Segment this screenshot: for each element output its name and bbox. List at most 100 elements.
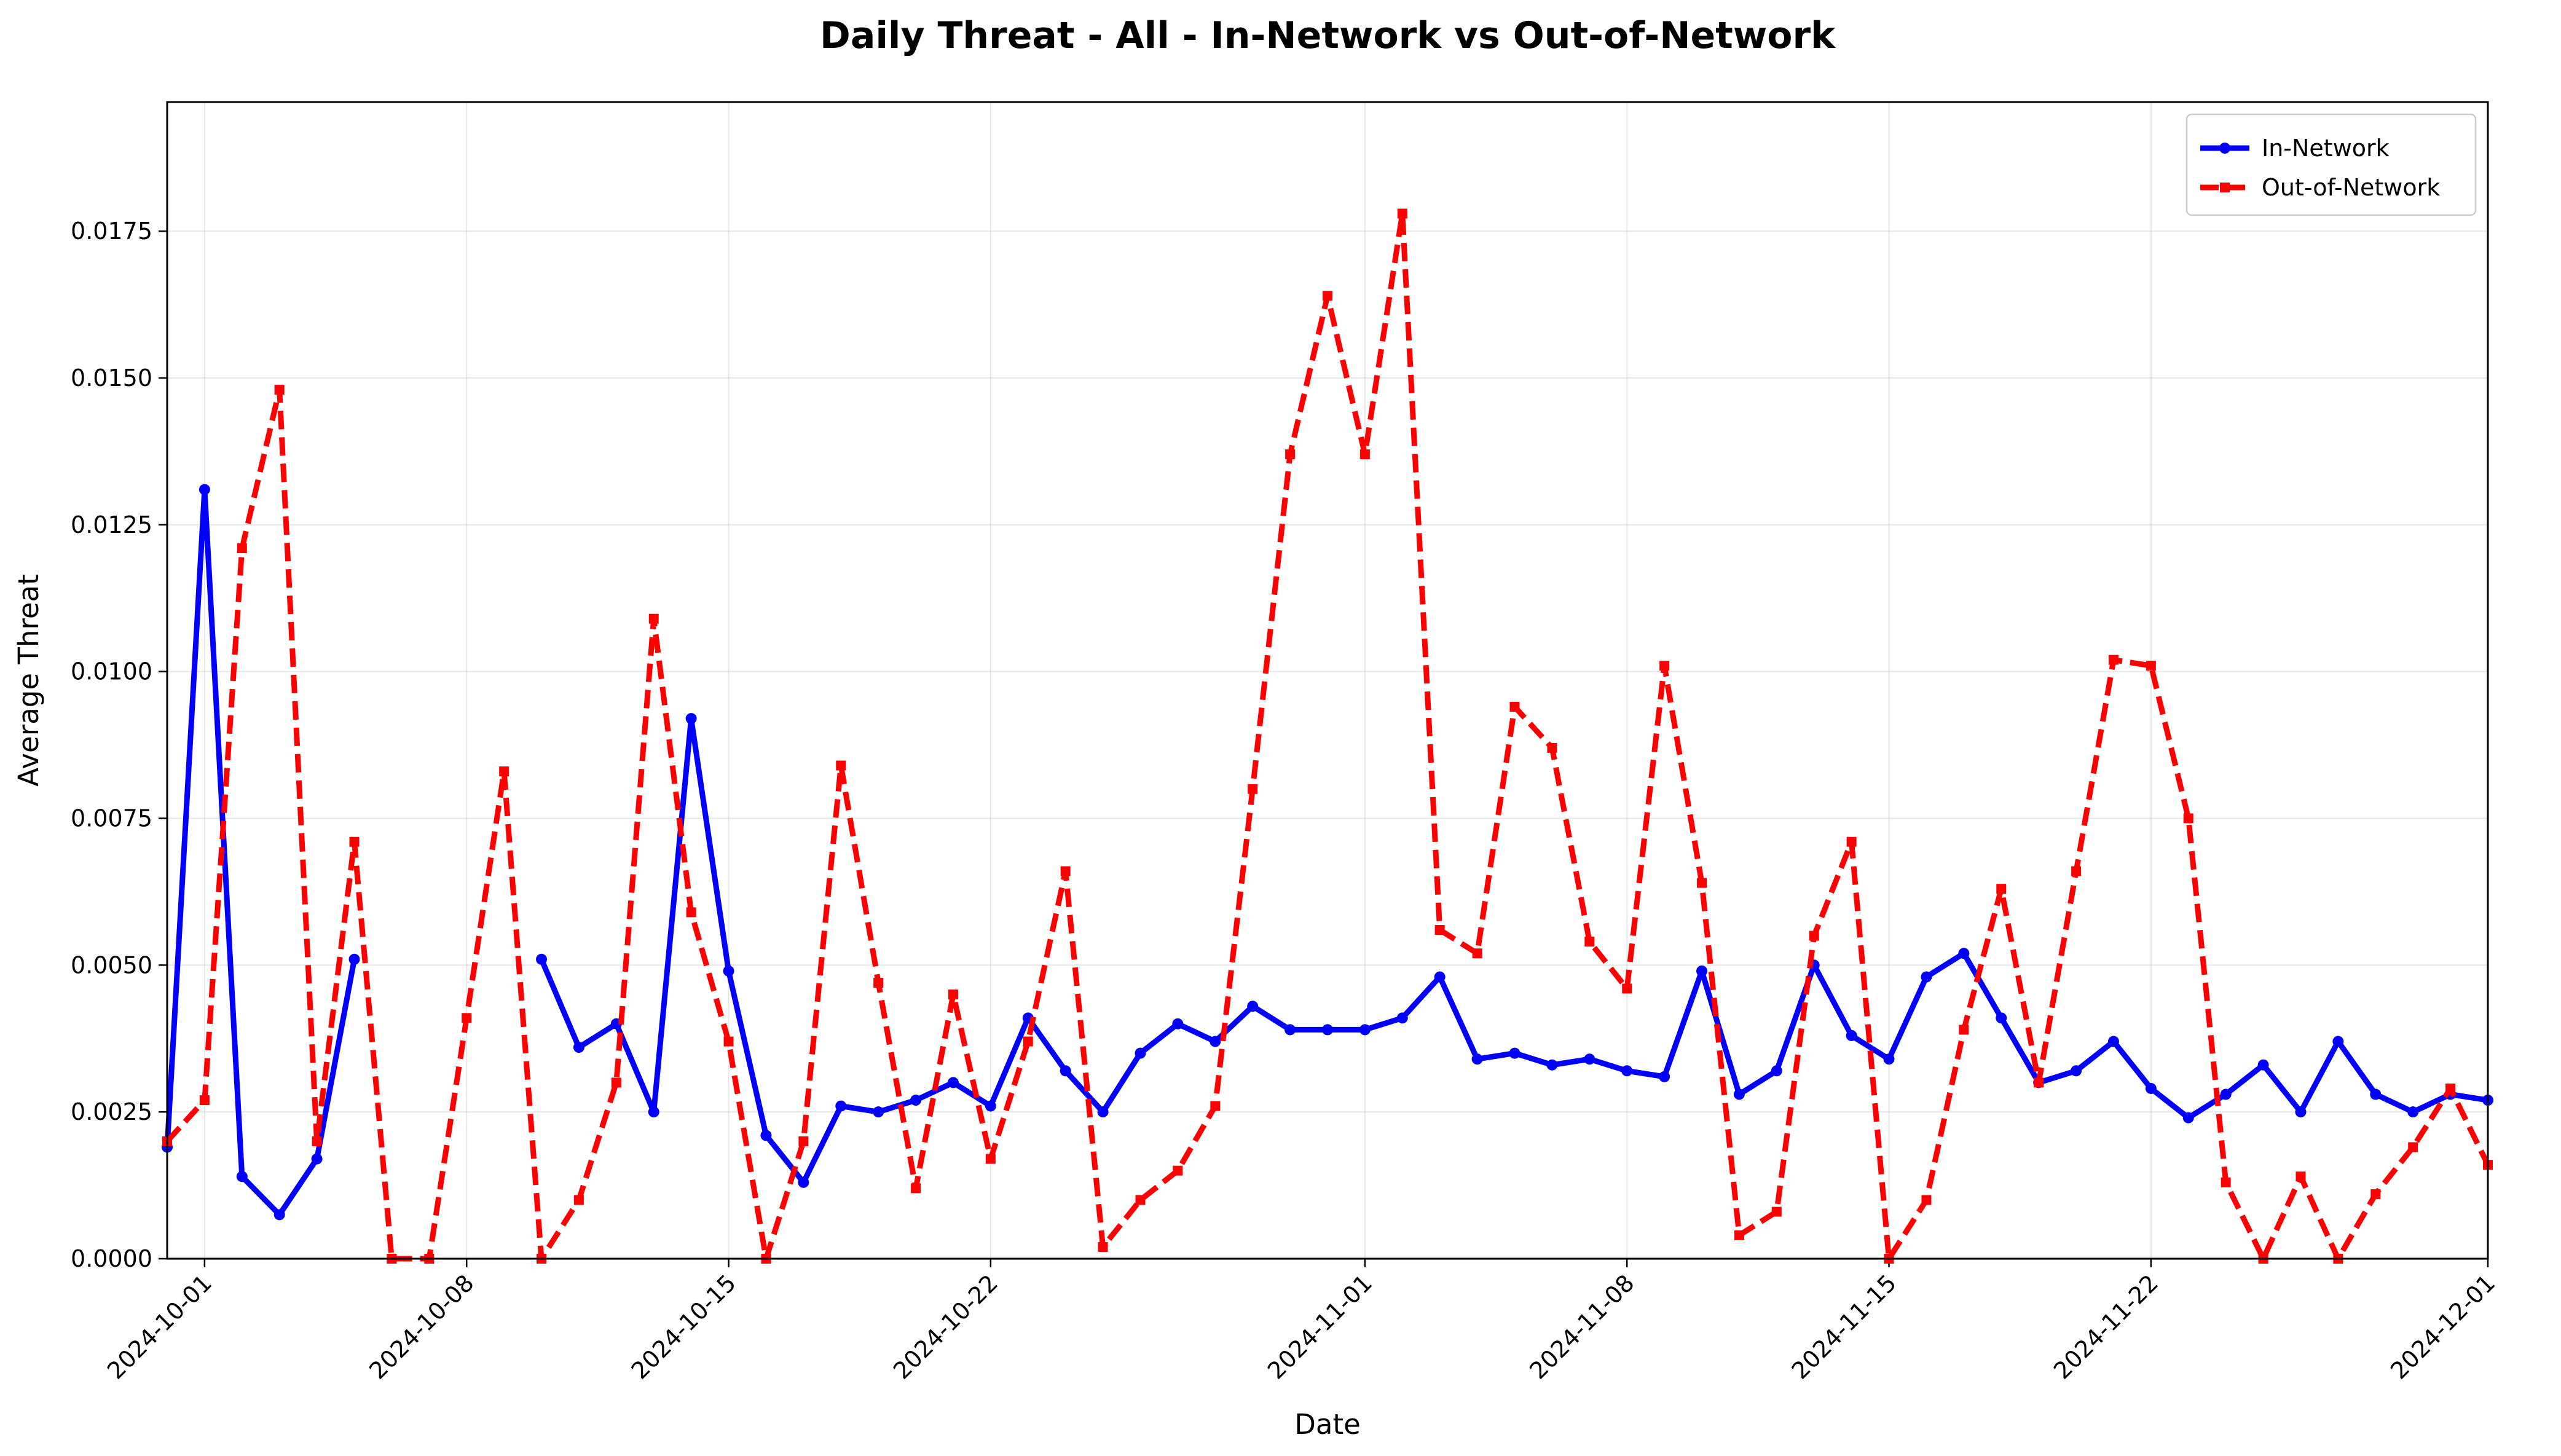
data-point — [2295, 1106, 2307, 1118]
data-point — [648, 1106, 659, 1118]
y-tick-label: 0.0175 — [71, 218, 152, 245]
y-axis-label: Average Threat — [12, 574, 45, 787]
data-point — [499, 766, 509, 777]
data-point — [1135, 1047, 1146, 1059]
data-point — [1996, 884, 2007, 894]
data-point — [873, 1106, 884, 1118]
data-point — [1509, 701, 1520, 712]
y-tick-label: 0.0000 — [71, 1245, 152, 1272]
legend-swatch-marker — [2220, 183, 2230, 192]
data-point — [1210, 1101, 1221, 1111]
data-point — [2257, 1059, 2269, 1071]
data-point — [462, 1013, 472, 1023]
data-point — [1697, 878, 1707, 888]
data-point — [1734, 1230, 1744, 1240]
data-point — [1284, 1024, 1296, 1036]
data-point — [686, 907, 696, 918]
data-point — [311, 1153, 323, 1165]
data-point — [236, 1171, 248, 1183]
data-point — [1883, 1053, 1895, 1065]
data-point — [2146, 661, 2156, 671]
y-tick-label: 0.0050 — [71, 951, 152, 978]
data-point — [1135, 1195, 1146, 1205]
data-point — [2183, 813, 2193, 824]
data-point — [274, 385, 285, 395]
data-point — [199, 484, 210, 495]
data-point — [1060, 1065, 1071, 1077]
data-point — [348, 953, 360, 965]
data-point — [1396, 1012, 1408, 1024]
data-point — [873, 977, 884, 988]
y-tick-label: 0.0075 — [71, 805, 152, 832]
data-point — [1472, 948, 1482, 959]
data-point — [1060, 866, 1071, 876]
x-tick-label: 2024-12-01 — [2385, 1269, 2500, 1384]
data-point — [1584, 937, 1595, 947]
data-point — [1509, 1047, 1520, 1059]
data-point — [2071, 1065, 2082, 1077]
data-point — [1434, 971, 1446, 983]
data-point — [1921, 971, 1932, 983]
data-point — [1359, 1024, 1371, 1036]
data-point — [1809, 931, 1819, 941]
data-point — [1285, 449, 1296, 460]
y-tick-label: 0.0150 — [71, 364, 152, 392]
x-tick-label: 2024-11-22 — [2048, 1269, 2163, 1384]
y-axis-ticks: 0.0000 0.0025 0.0050 0.0075 0.0100 0.0125 0.01… — [71, 218, 167, 1272]
data-point — [2108, 655, 2118, 665]
data-point — [349, 836, 360, 847]
data-point — [1659, 661, 1670, 671]
data-point — [1323, 291, 1332, 301]
data-point — [1733, 1088, 1745, 1100]
data-point — [1248, 784, 1258, 794]
data-point — [536, 953, 548, 965]
data-point — [1771, 1065, 1782, 1077]
data-point — [798, 1176, 809, 1188]
data-point — [1359, 449, 1370, 460]
data-point — [2295, 1171, 2306, 1182]
data-point — [1771, 1206, 1782, 1217]
data-point — [1846, 1029, 1857, 1041]
data-point — [2370, 1189, 2381, 1199]
x-axis-ticks: 2024-10-01 2024-10-08 2024-10-15 2024-10-22… — [102, 1259, 2500, 1385]
data-point — [1621, 1065, 1633, 1077]
x-tick-label: 2024-11-08 — [1524, 1269, 1639, 1384]
data-point — [1023, 1036, 1033, 1047]
data-point — [648, 613, 659, 624]
data-point — [910, 1095, 922, 1106]
data-point — [1696, 965, 1708, 977]
y-tick-label: 0.0125 — [71, 511, 152, 538]
data-point — [1471, 1053, 1483, 1065]
legend-label: In-Network — [2262, 135, 2390, 162]
x-tick-label: 2024-10-08 — [364, 1269, 479, 1384]
data-point — [1584, 1053, 1595, 1065]
data-point — [1546, 1059, 1558, 1071]
data-point — [2445, 1083, 2456, 1093]
data-point — [1097, 1106, 1109, 1118]
legend-swatch-marker — [2219, 143, 2230, 154]
data-point — [2107, 1036, 2119, 1047]
data-point — [985, 1100, 996, 1112]
data-point — [273, 1209, 285, 1221]
data-point — [1921, 1195, 1932, 1205]
data-point — [199, 1095, 210, 1106]
data-point — [2408, 1142, 2418, 1152]
data-point — [1172, 1018, 1184, 1029]
series-layer — [162, 208, 2493, 1264]
x-tick-label: 2024-10-15 — [626, 1269, 741, 1384]
legend-box — [2185, 113, 2477, 216]
x-tick-label: 2024-10-01 — [102, 1269, 217, 1384]
data-point — [835, 1100, 847, 1112]
data-point — [948, 990, 958, 1000]
series-line — [538, 715, 2488, 1186]
x-tick-label: 2024-11-01 — [1262, 1269, 1377, 1384]
data-point — [1846, 836, 1857, 847]
data-point — [760, 1130, 772, 1141]
data-point — [723, 1036, 734, 1047]
data-point — [685, 713, 697, 725]
data-point — [2370, 1088, 2382, 1100]
legend: In-Network Out-of-Network — [2185, 113, 2477, 216]
data-point — [2145, 1082, 2157, 1094]
data-point — [947, 1077, 959, 1088]
